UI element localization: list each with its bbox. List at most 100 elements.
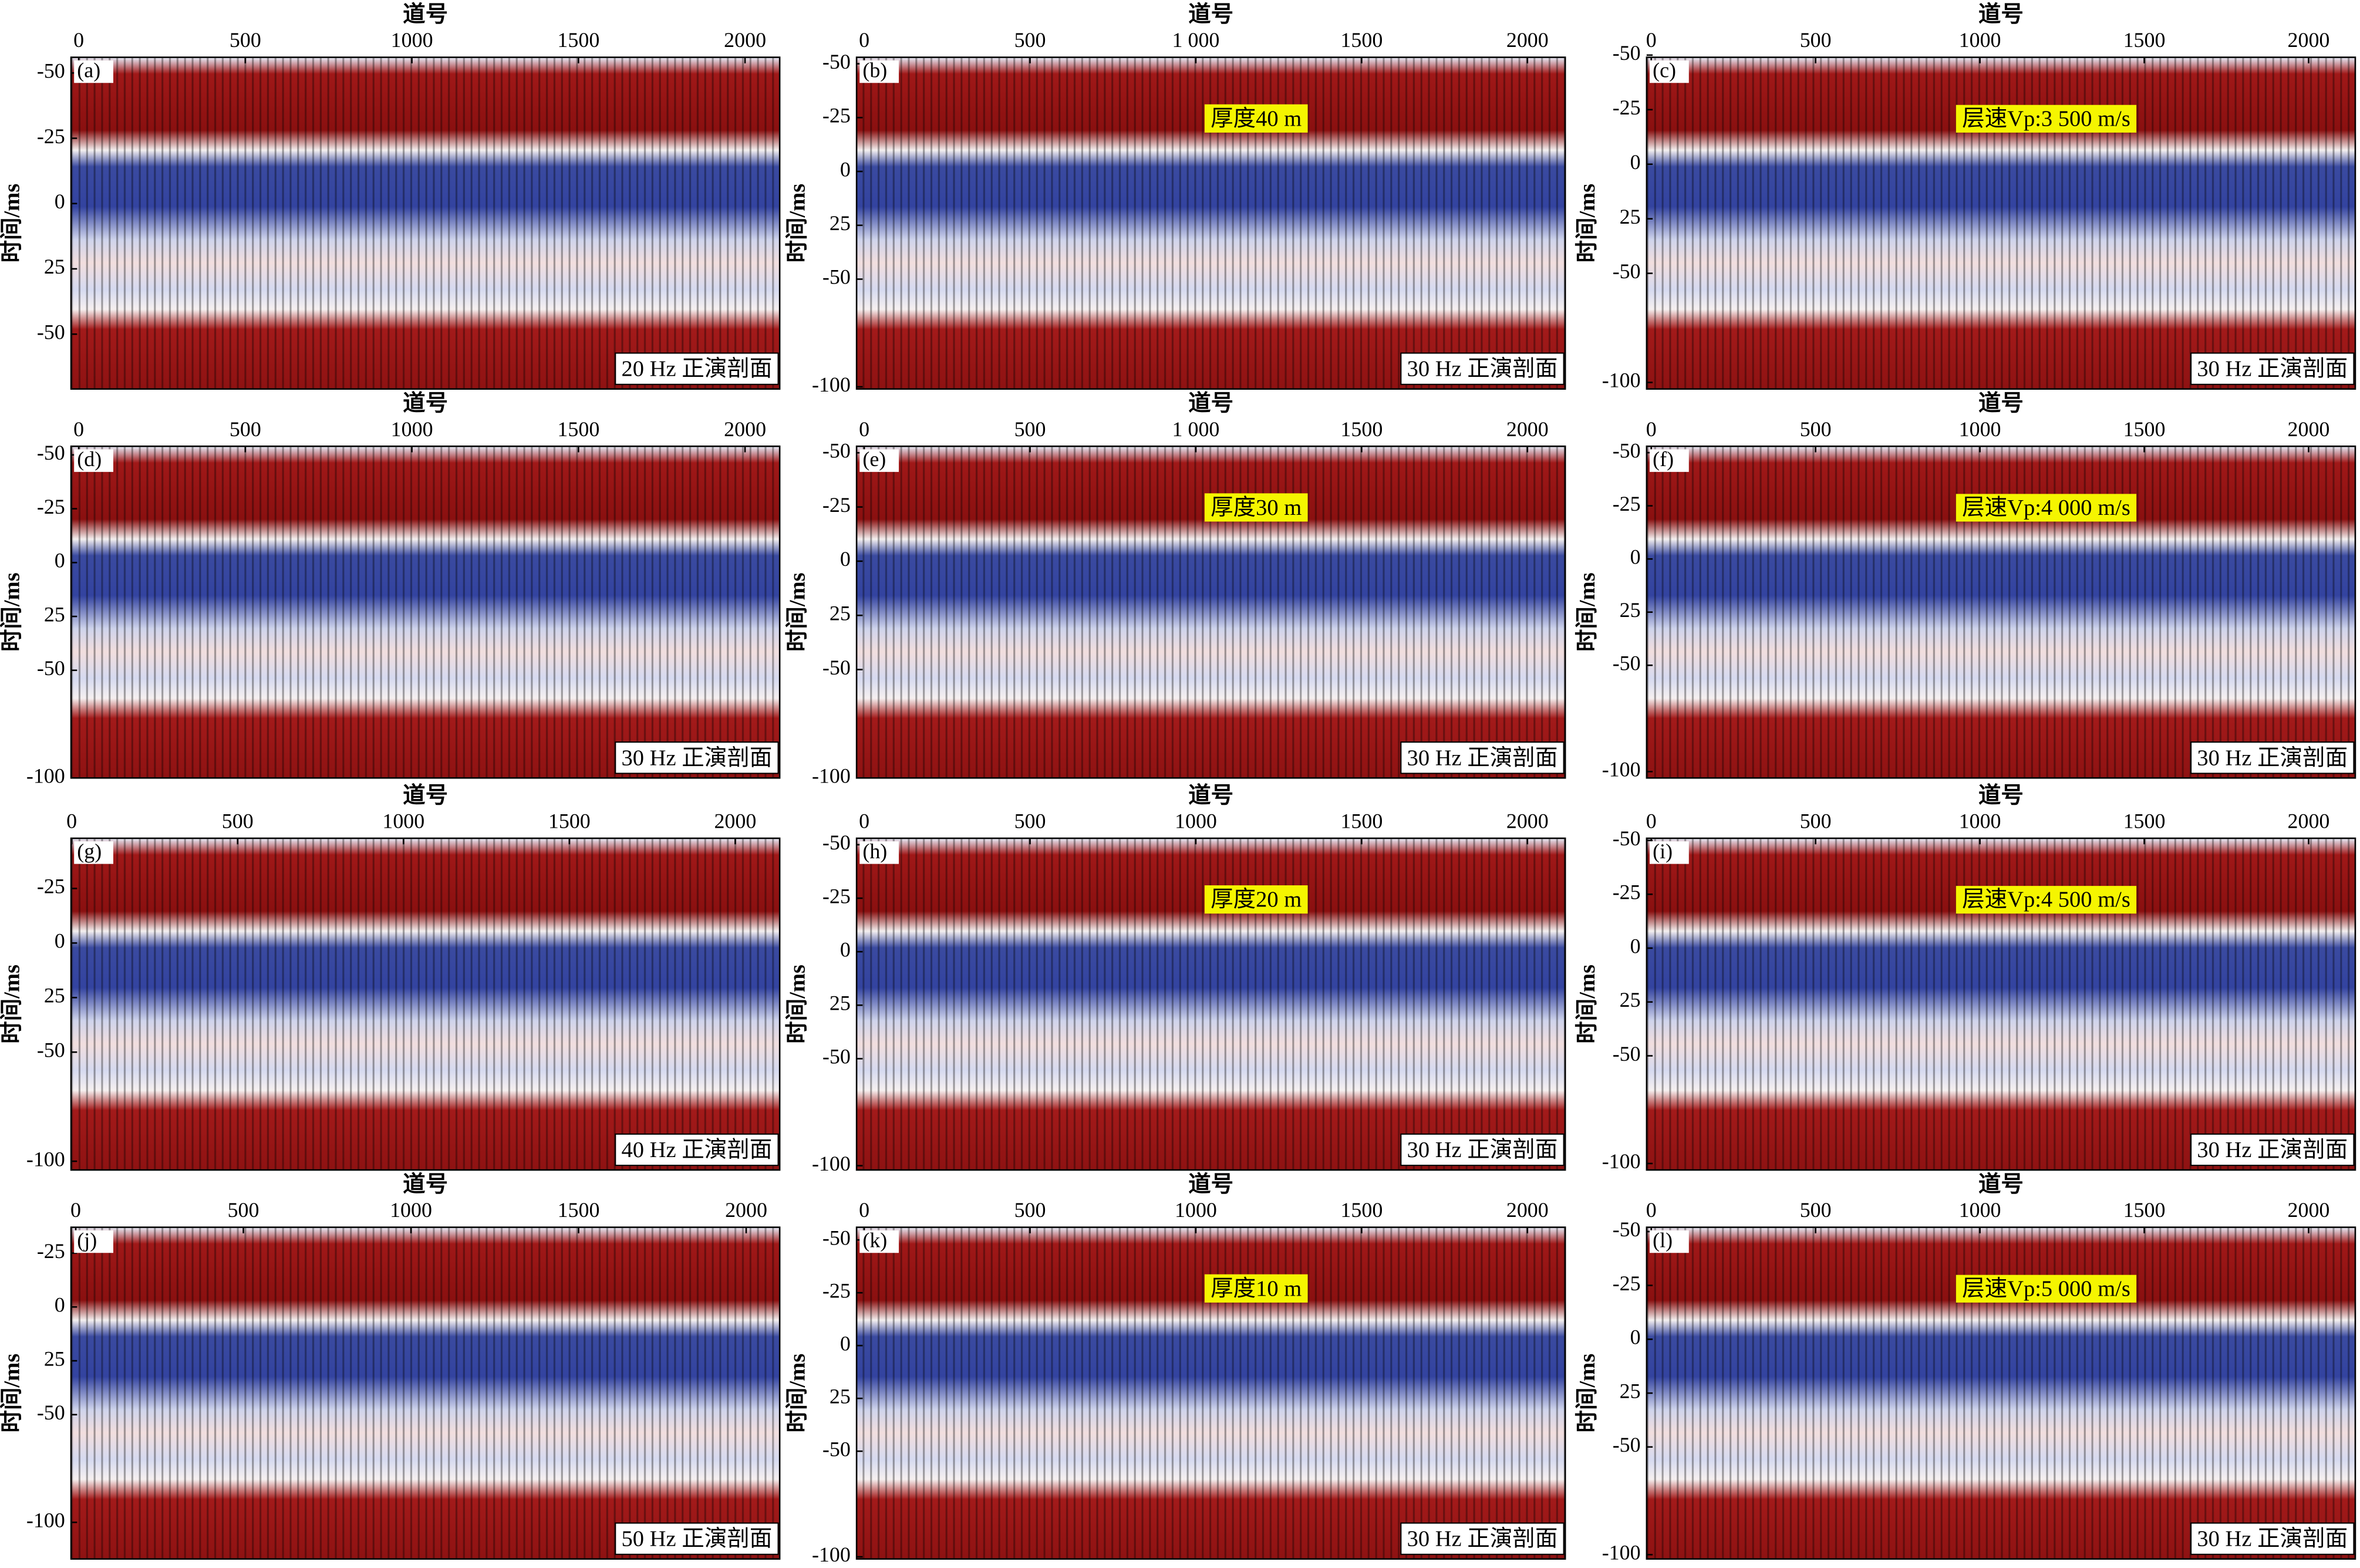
x-axis-title: 道号 <box>1188 391 1233 416</box>
x-tick-label: 0 <box>859 28 869 52</box>
note: 层速Vp:3 500 m/s <box>1962 106 2130 131</box>
y-tick-label: -25 <box>1613 881 1641 904</box>
panel-label: (d) <box>77 447 102 471</box>
x-tick-label: 500 <box>230 28 261 52</box>
y-tick-label: 0 <box>840 938 851 961</box>
x-tick-label: 1000 <box>1959 1198 2001 1222</box>
x-tick-label: 1500 <box>2123 417 2166 441</box>
note: 厚度10 m <box>1211 1276 1302 1301</box>
y-tick-label: 25 <box>44 602 65 626</box>
y-tick-label: -25 <box>37 875 65 898</box>
x-tick-label: 0 <box>1646 417 1657 441</box>
y-axis-title: 时间/ms <box>1575 184 1600 263</box>
panel-label-bg <box>859 60 899 83</box>
x-tick-label: 2000 <box>724 28 766 52</box>
x-axis-title: 道号 <box>1188 2 1233 27</box>
annotation: 30 Hz 正演剖面 <box>2197 356 2348 382</box>
x-tick-label: 0 <box>66 810 77 833</box>
y-tick-label: -100 <box>26 1508 65 1532</box>
y-tick-label: -25 <box>1613 492 1641 515</box>
annotation: 30 Hz 正演剖面 <box>1407 1526 1558 1552</box>
x-tick-label: 0 <box>1646 810 1657 833</box>
x-tick-label: 500 <box>1014 28 1046 52</box>
annotation: 30 Hz 正演剖面 <box>1407 356 1558 382</box>
x-tick-label: 2000 <box>714 810 756 833</box>
x-axis-title: 道号 <box>1978 1172 2024 1197</box>
x-tick-label: 1500 <box>2123 28 2166 52</box>
y-tick-label: 25 <box>44 255 65 278</box>
x-tick-label: 1500 <box>2123 810 2166 833</box>
panel-label: (a) <box>77 59 100 82</box>
annotation: 20 Hz 正演剖面 <box>622 356 773 382</box>
y-tick-label: -50 <box>37 59 65 83</box>
y-axis-title: 时间/ms <box>784 1354 810 1433</box>
y-tick-label: -50 <box>37 656 65 680</box>
axes-frame <box>855 837 1566 1171</box>
x-tick-label: 1000 <box>391 28 433 52</box>
y-tick-label: -50 <box>1613 827 1641 850</box>
y-tick-label: -50 <box>1613 1433 1641 1456</box>
y-tick-label: 0 <box>840 157 851 181</box>
x-tick-label: 1000 <box>390 1198 432 1222</box>
y-axis-title: 时间/ms <box>0 572 24 652</box>
x-tick-label: 2000 <box>2288 417 2330 441</box>
x-tick-label: 500 <box>228 1198 259 1222</box>
y-tick-label: 25 <box>1620 205 1641 228</box>
panel-label-bg <box>74 1230 113 1253</box>
y-tick-label: 25 <box>1620 1379 1641 1402</box>
x-tick-label: 1500 <box>1340 810 1383 833</box>
y-axis-title: 时间/ms <box>0 965 24 1044</box>
x-tick-label: 1000 <box>1959 417 2001 441</box>
y-tick-label: -25 <box>37 495 65 518</box>
y-axis-title: 时间/ms <box>1575 965 1600 1044</box>
y-tick-label: -100 <box>1602 1149 1641 1173</box>
y-tick-label: -25 <box>822 493 851 517</box>
panel-label-bg <box>74 449 113 472</box>
panel-label: (f) <box>1653 447 1674 471</box>
x-tick-label: 0 <box>859 1198 869 1222</box>
annotation-bg <box>1400 352 1565 385</box>
y-tick-label: -50 <box>37 1401 65 1424</box>
x-tick-label: 500 <box>1800 417 1832 441</box>
x-tick-label: 500 <box>222 810 254 833</box>
x-tick-label: 1500 <box>1340 417 1383 441</box>
y-tick-label: -100 <box>812 373 851 396</box>
x-tick-label: 2000 <box>2288 1198 2330 1222</box>
x-tick-label: 0 <box>73 28 84 52</box>
y-tick-label: 25 <box>830 602 851 625</box>
trace-stripes <box>71 838 780 1170</box>
panel-label-bg <box>74 841 113 864</box>
x-tick-label: 2000 <box>2288 28 2330 52</box>
annotation: 30 Hz 正演剖面 <box>2197 745 2348 770</box>
y-tick-label: -50 <box>1613 259 1641 283</box>
axes-frame <box>855 56 1566 390</box>
annotation: 30 Hz 正演剖面 <box>2197 1137 2348 1162</box>
axes-frame <box>70 1226 781 1560</box>
x-tick-label: 1000 <box>1959 28 2001 52</box>
y-tick-label: -100 <box>1602 369 1641 392</box>
x-tick-label: 500 <box>1014 417 1046 441</box>
annotation-bg <box>1400 1522 1565 1555</box>
panel-label-bg <box>74 60 113 83</box>
y-tick-label: 0 <box>55 929 65 953</box>
y-tick-label: -50 <box>822 1226 851 1249</box>
annotation-bg <box>2190 1133 2355 1166</box>
y-tick-label: -25 <box>37 124 65 148</box>
annotation: 40 Hz 正演剖面 <box>622 1137 773 1162</box>
x-tick-label: 2000 <box>2288 810 2330 833</box>
x-tick-label: 1500 <box>548 810 591 833</box>
y-tick-label: 0 <box>1630 1326 1641 1349</box>
annotation-bg <box>615 1522 779 1555</box>
x-tick-label: 2000 <box>1506 28 1549 52</box>
y-tick-label: 0 <box>55 190 65 213</box>
y-tick-label: 0 <box>1630 150 1641 174</box>
axes-frame <box>70 56 781 390</box>
